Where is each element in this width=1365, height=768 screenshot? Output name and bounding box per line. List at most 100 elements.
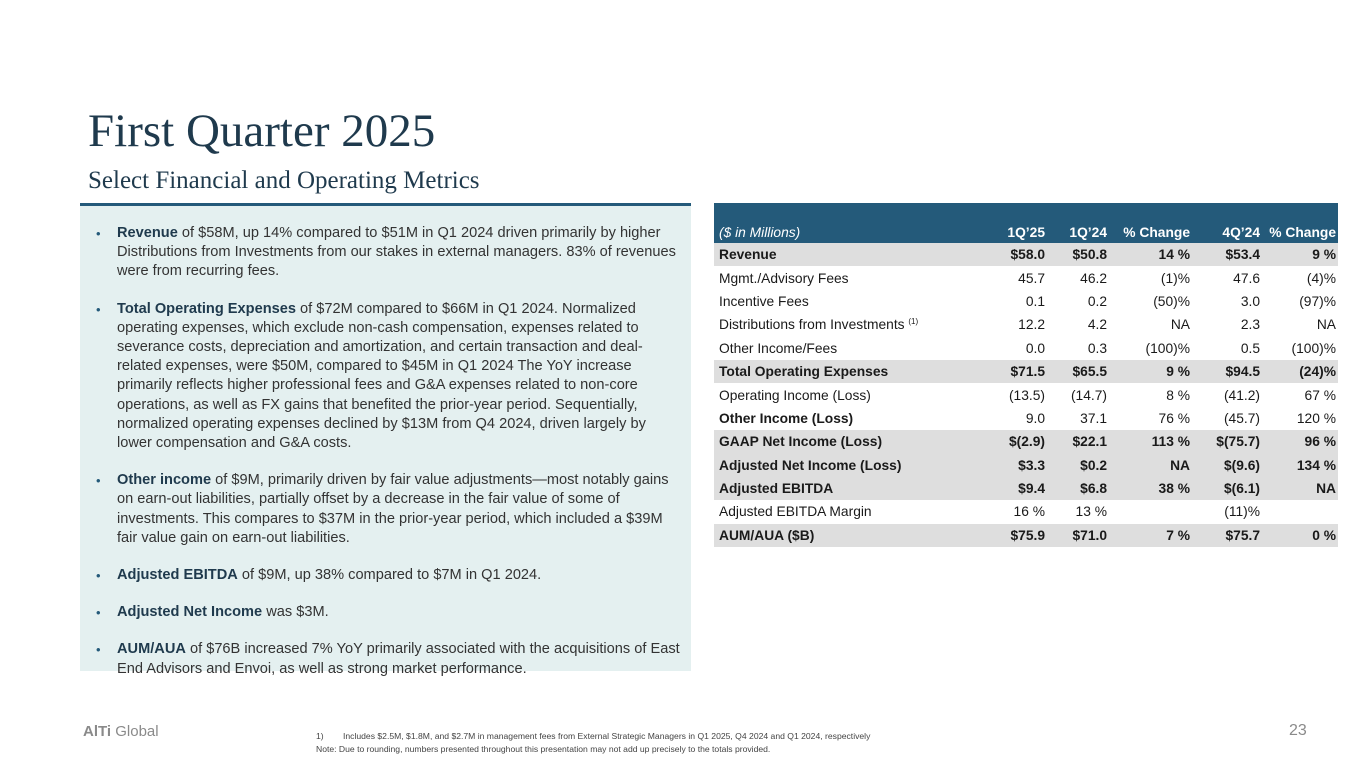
row-label: Incentive Fees <box>714 290 985 313</box>
row-label-text: Revenue <box>719 247 777 263</box>
table-cell: $(6.1) <box>1223 481 1260 497</box>
bullet-text: of $9M, primarily driven by fair value a… <box>117 472 669 546</box>
table-cell: $65.5 <box>1072 364 1107 380</box>
bullet-dot-icon: • <box>96 473 101 489</box>
table-row: Mgmt./Advisory Fees 45.7 46.2 (1)% 47.6 (4)% <box>714 266 1338 289</box>
row-label: Mgmt./Advisory Fees <box>714 266 985 289</box>
table-cell: $71.0 <box>1072 527 1107 543</box>
table-cell: 113 % <box>1151 434 1190 450</box>
table-cell: 96 % <box>1304 434 1336 450</box>
table-cell: 12.2 <box>1018 317 1045 333</box>
row-label-text: Mgmt./Advisory Fees <box>719 270 849 286</box>
bullet-text: was $3M. <box>262 604 329 621</box>
table-cell: $75.7 <box>1225 527 1260 543</box>
table-cell: 16 % <box>1013 504 1045 520</box>
table-cell: $22.1 <box>1072 434 1107 450</box>
footnote-number: 1) <box>316 731 324 741</box>
table-cell: (50)% <box>1153 293 1190 309</box>
bullet-item: • Other income of $9M, primarily driven b… <box>90 471 683 548</box>
bullet-heading: AUM/AUA <box>117 641 186 658</box>
table-cell: NA <box>1170 457 1190 473</box>
table-cell: 67 % <box>1304 387 1336 403</box>
table-cell: $(9.6) <box>1223 457 1260 473</box>
bullet-item: • Total Operating Expenses of $72M compar… <box>90 300 683 454</box>
table-cell: $3.3 <box>1018 457 1045 473</box>
footnote-text: Includes $2.5M, $1.8M, and $2.7M in mana… <box>343 731 871 741</box>
company-logo: AlTi Global <box>83 723 159 740</box>
row-label-text: Other Income (Loss) <box>719 410 854 426</box>
row-label: GAAP Net Income (Loss) <box>714 430 985 453</box>
table-cell: (11)% <box>1224 504 1260 520</box>
table-cell <box>1262 500 1338 523</box>
rounding-note: Note: Due to rounding, numbers presented… <box>316 743 771 754</box>
table-cell: 14 % <box>1158 247 1190 263</box>
column-header: % Change <box>1123 225 1190 240</box>
row-label-text: Distributions from Investments <box>719 317 909 333</box>
row-label: Total Operating Expenses <box>714 360 985 383</box>
table-cell: (1)% <box>1160 270 1190 286</box>
table-cell: 47.6 <box>1233 270 1260 286</box>
row-label-text: Total Operating Expenses <box>719 364 889 380</box>
table-cell: 2.3 <box>1240 317 1260 333</box>
table-cell: (4)% <box>1306 270 1336 286</box>
row-label: Adjusted Net Income (Loss) <box>714 454 985 477</box>
bullet-heading: Total Operating Expenses <box>117 300 296 317</box>
table-cell: 0.5 <box>1240 340 1260 356</box>
table-cell: 3.0 <box>1240 293 1260 309</box>
bullet-heading: Revenue <box>117 225 178 241</box>
footnote-marker: (1) <box>908 317 919 327</box>
table-cell: $94.5 <box>1225 364 1260 380</box>
table-cell: (100)% <box>1145 340 1190 356</box>
table-cell: $0.2 <box>1080 457 1107 473</box>
bullet-heading: Other income <box>117 472 212 489</box>
table-cell: 0.1 <box>1025 293 1045 309</box>
table-cell <box>1109 500 1192 523</box>
column-header: 1Q’24 <box>1069 225 1107 240</box>
table-cell: (24)% <box>1299 364 1336 380</box>
bullet-dot-icon: • <box>96 301 101 317</box>
row-label-text: Operating Income (Loss) <box>719 387 871 403</box>
table-cell: 13 % <box>1075 504 1107 520</box>
row-label-text: Other Income/Fees <box>719 340 838 356</box>
table-cell: 38 % <box>1158 481 1190 497</box>
row-label: Revenue <box>714 243 985 266</box>
row-label-text: Adjusted EBITDA <box>719 481 834 497</box>
footnotes: 1) Includes $2.5M, $1.8M, and $2.7M in ma… <box>316 730 870 755</box>
table-cell: $50.8 <box>1072 247 1107 263</box>
logo-bold-text: AlTi <box>83 723 112 740</box>
table-cell: 0.0 <box>1025 340 1045 356</box>
table-cell: NA <box>1316 481 1336 497</box>
units-header: ($ in Millions) <box>719 225 801 240</box>
bullet-heading: Adjusted Net Income <box>117 604 263 621</box>
table-cell: $71.5 <box>1010 364 1045 380</box>
table-header-row: ($ in Millions) 1Q’25 1Q’24 % Change 4Q’24 % … <box>714 203 1338 243</box>
table-cell: (100)% <box>1291 340 1336 356</box>
row-label: AUM/AUA ($B) <box>714 524 985 547</box>
table-cell: $(75.7) <box>1216 434 1260 450</box>
column-header: 4Q’24 <box>1222 225 1260 240</box>
column-header: 1Q’25 <box>1007 225 1045 240</box>
table-cell: (45.7) <box>1223 410 1260 426</box>
table-cell: 37.1 <box>1080 410 1107 426</box>
table-cell: $6.8 <box>1080 481 1107 497</box>
table-cell: 0 % <box>1312 527 1336 543</box>
table-cell: 9 % <box>1166 364 1190 380</box>
bullet-dot-icon: • <box>96 605 101 621</box>
bullet-heading: Adjusted EBITDA <box>117 567 238 584</box>
table-row: GAAP Net Income (Loss) $(2.9) $22.1 113 % $(… <box>714 430 1338 454</box>
column-header: % Change <box>1269 225 1336 240</box>
table-row: Incentive Fees 0.1 0.2 (50)% 3.0 (97)% <box>714 290 1338 313</box>
table-row: Adjusted EBITDA $9.4 $6.8 38 % $(6.1) NA <box>714 476 1338 501</box>
row-label-text: Incentive Fees <box>719 293 809 309</box>
bullet-text: of $58M, up 14% compared to $51M in Q1 2… <box>117 225 676 280</box>
row-label: Adjusted EBITDA Margin <box>714 500 985 523</box>
table-cell: $(2.9) <box>1008 434 1045 450</box>
table-cell: 7 % <box>1166 527 1190 543</box>
bullet-dot-icon: • <box>96 568 101 584</box>
row-label: Operating Income (Loss) <box>714 383 985 406</box>
bullet-dot-icon: • <box>96 642 101 658</box>
table-row: Other Income (Loss) 9.0 37.1 76 % (45.7) 120 … <box>714 407 1338 430</box>
table-cell: (13.5) <box>1008 387 1045 403</box>
table-row: Distributions from Investments (1) 12.2 4.… <box>714 313 1338 336</box>
row-label-text: AUM/AUA ($B) <box>719 527 815 543</box>
